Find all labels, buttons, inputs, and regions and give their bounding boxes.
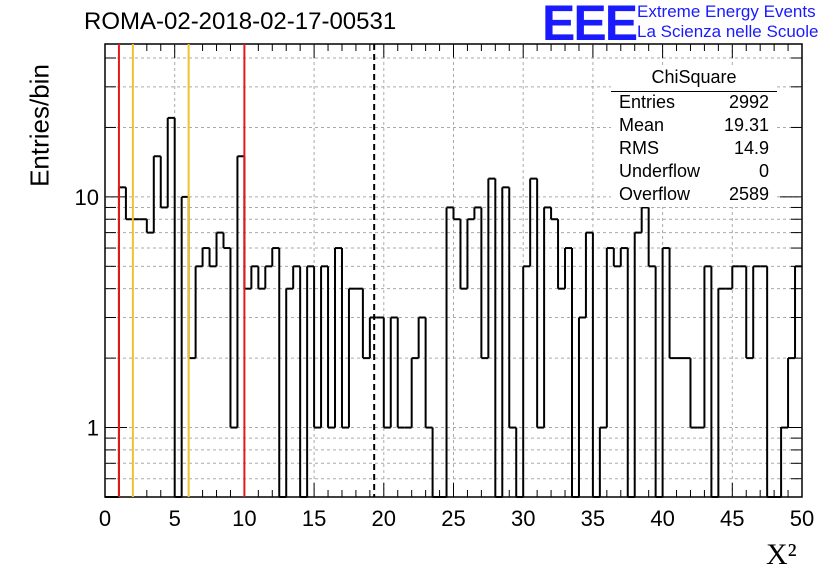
org-subtitle: La Scienza nelle Scuole — [637, 22, 819, 41]
stats-value: 0 — [758, 161, 769, 181]
x-tick-label: 10 — [232, 506, 256, 531]
eee-logo: EEE — [542, 0, 638, 51]
x-tick-label: 15 — [302, 506, 326, 531]
x-tick-label: 20 — [372, 506, 396, 531]
y-axis-label: Entries/bin — [24, 64, 55, 187]
x-tick-label: 5 — [169, 506, 181, 531]
x-tick-label: 50 — [790, 506, 814, 531]
y-tick-label: 1 — [87, 416, 99, 441]
stats-row-underflow: Underflow 0 — [619, 161, 769, 183]
stats-row-mean: Mean 19.31 — [619, 115, 769, 137]
stats-value: 2589 — [728, 184, 769, 204]
stats-label: Entries — [619, 92, 676, 112]
x-tick-label: 30 — [511, 506, 535, 531]
stats-value: 2992 — [728, 92, 769, 112]
stats-title: ChiSquare — [651, 67, 737, 87]
stats-box: ChiSquare Entries 2992 Mean 19.31 RMS 14… — [611, 67, 777, 207]
x-tick-label: 45 — [720, 506, 744, 531]
x-tick-label: 25 — [441, 506, 465, 531]
org-name: Extreme Energy Events — [637, 2, 816, 21]
x-tick-label: 35 — [581, 506, 605, 531]
stats-row-overflow: Overflow 2589 — [619, 184, 769, 206]
stats-value: 14.9 — [733, 138, 769, 158]
stats-row-rms: RMS 14.9 — [619, 138, 769, 160]
x-tick-label: 0 — [99, 506, 111, 531]
x-tick-label: 40 — [650, 506, 674, 531]
stats-label: Overflow — [619, 184, 691, 204]
stats-value: 19.31 — [723, 115, 769, 135]
stats-label: Underflow — [619, 161, 701, 181]
run-title: ROMA-02-2018-02-17-00531 — [84, 8, 397, 35]
x-axis-label: X² — [766, 538, 797, 571]
y-tick-label: 10 — [75, 185, 99, 210]
stats-label: RMS — [619, 138, 659, 158]
stats-divider — [611, 91, 777, 92]
stats-label: Mean — [619, 115, 665, 135]
stats-row-entries: Entries 2992 — [619, 92, 769, 114]
